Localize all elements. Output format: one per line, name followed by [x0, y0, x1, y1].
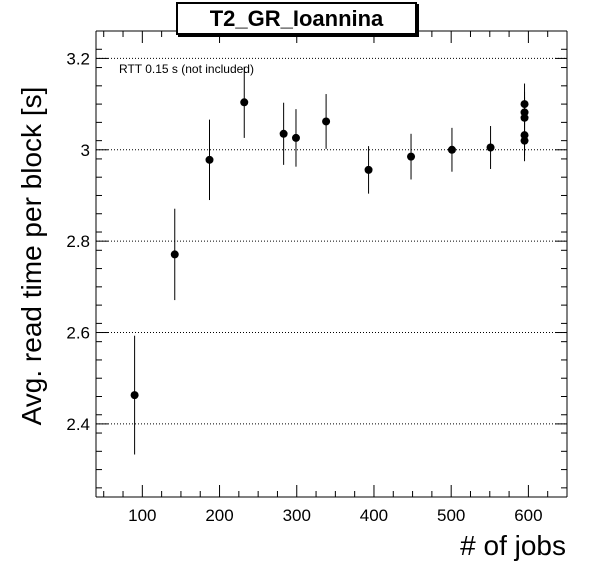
tick-labels: 2.4 2.6 2.8 3 3.2 100 200 300 400 500 600 [66, 49, 542, 525]
x-tick-label: 400 [360, 506, 388, 525]
data-point [291, 133, 300, 142]
y-axis-label: Avg. read time per block [s] [16, 86, 47, 426]
data-point [240, 98, 249, 107]
grid-lines [96, 57, 567, 425]
data-point [170, 250, 179, 259]
data-points [130, 66, 529, 455]
data-point [447, 145, 456, 154]
rtt-annotation: RTT 0.15 s (not included) [119, 62, 254, 76]
axis-ticks [96, 30, 568, 497]
data-point [279, 129, 288, 138]
y-tick-label: 3.2 [66, 49, 90, 68]
x-tick-label: 600 [514, 506, 542, 525]
x-tick-label: 100 [128, 506, 156, 525]
data-point [407, 152, 416, 161]
x-tick-label: 500 [437, 506, 465, 525]
data-point [486, 143, 495, 152]
x-tick-label: 200 [205, 506, 233, 525]
x-axis-label: # of jobs [460, 530, 566, 561]
data-point [364, 165, 373, 174]
y-tick-label: 2.4 [66, 415, 90, 434]
data-point [322, 117, 331, 126]
y-tick-label: 3 [81, 141, 90, 160]
data-point [205, 155, 214, 164]
data-point [130, 391, 139, 400]
x-tick-label: 300 [283, 506, 311, 525]
chart-title: T2_GR_Ioannina [176, 2, 417, 35]
y-tick-label: 2.6 [66, 324, 90, 343]
y-tick-label: 2.8 [66, 232, 90, 251]
data-point [520, 136, 529, 145]
